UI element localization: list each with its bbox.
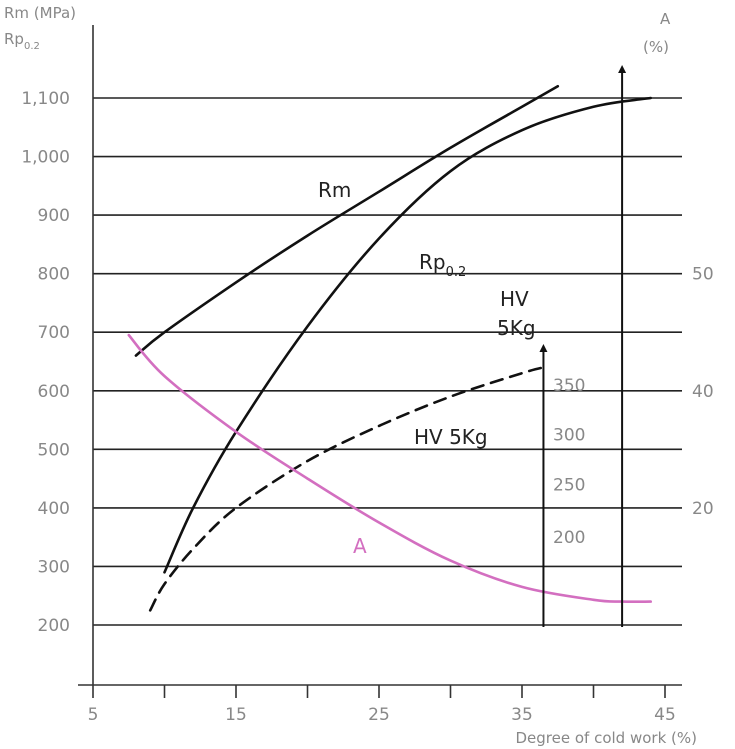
hv-top-label-line1: HV xyxy=(500,287,529,311)
left-axis-title-line2: Rp0.2 xyxy=(4,30,40,52)
series-line-rp0-2 xyxy=(163,96,652,574)
y-tick-label-600: 600 xyxy=(38,382,70,402)
a-series-label: A xyxy=(353,534,367,558)
series-lines xyxy=(127,85,652,612)
grid-lines xyxy=(93,97,682,626)
rp-series-label: Rp0.2 xyxy=(419,250,466,280)
series-line-a xyxy=(127,333,652,604)
hv-scale-ticks: 200 250 300 350 xyxy=(553,376,585,548)
x-axis-ticks: 5 15 25 35 45 xyxy=(88,685,676,725)
x-tick-label-35: 35 xyxy=(511,705,533,725)
right-axis-ticks: 20 40 50 xyxy=(692,265,714,519)
series-line-hv-5kg xyxy=(148,366,545,612)
x-axis-title: Degree of cold work (%) xyxy=(516,729,698,747)
x-tick-label-15: 15 xyxy=(225,705,247,725)
y-tick-label-400: 400 xyxy=(38,499,70,519)
y-tick-label-700: 700 xyxy=(38,323,70,343)
hv-tick-label-300: 300 xyxy=(553,426,585,446)
y-tick-label-200: 200 xyxy=(38,616,70,636)
x-tick-label-45: 45 xyxy=(654,705,676,725)
rp-series-label-sub: 0.2 xyxy=(446,265,467,280)
left-axis-title-line1: Rm (MPa) xyxy=(4,4,76,22)
y-tick-label-300: 300 xyxy=(38,557,70,577)
x-tick-label-5: 5 xyxy=(88,705,99,725)
hv-tick-label-350: 350 xyxy=(553,376,585,396)
hv-scale-arrow-head xyxy=(539,344,548,352)
right-tick-label-40: 40 xyxy=(692,382,714,402)
y-axis-ticks: 200 300 400 500 600 700 800 900 1,000 1,100 xyxy=(21,89,70,636)
y-tick-label-900: 900 xyxy=(38,206,70,226)
series-line-rm xyxy=(134,85,560,357)
rm-series-label: Rm xyxy=(318,178,351,202)
hv-tick-label-200: 200 xyxy=(553,528,585,548)
right-tick-label-50: 50 xyxy=(692,265,714,285)
right-tick-label-20: 20 xyxy=(692,499,714,519)
right-axis-title-line2: (%) xyxy=(643,38,669,56)
rp-series-label-main: Rp xyxy=(419,250,446,274)
hv-series-label: HV 5Kg xyxy=(414,425,488,449)
y-tick-label-1000: 1,000 xyxy=(21,148,70,168)
hv-top-label-line2: 5Kg xyxy=(497,316,536,340)
hv-tick-label-250: 250 xyxy=(553,475,585,495)
a-scale-arrow-head xyxy=(618,65,627,73)
y-tick-label-800: 800 xyxy=(38,265,70,285)
scale-arrows xyxy=(539,65,627,627)
rp-axis-sub: 0.2 xyxy=(24,41,40,52)
y-tick-label-500: 500 xyxy=(38,440,70,460)
x-tick-label-25: 25 xyxy=(368,705,390,725)
axes xyxy=(78,25,682,686)
y-tick-label-1100: 1,100 xyxy=(21,89,70,109)
right-axis-title-line1: A xyxy=(660,10,671,28)
rp-axis-main: Rp xyxy=(4,30,24,48)
